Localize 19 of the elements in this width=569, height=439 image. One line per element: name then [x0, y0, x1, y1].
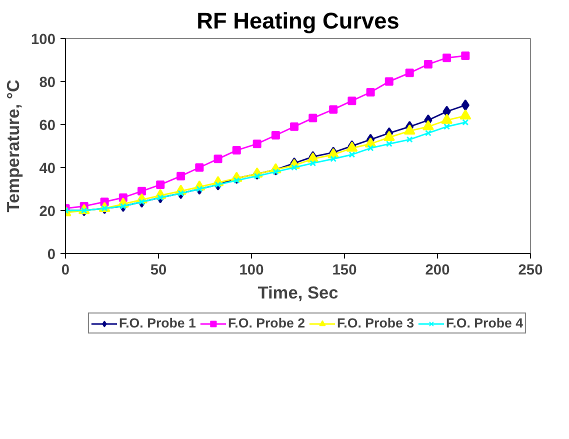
y-axis-title: Temperature, °C	[3, 79, 24, 212]
legend-label: F.O. Probe 2	[228, 316, 305, 330]
x-tick-label: 0	[61, 262, 70, 278]
chart-title: RF Heating Curves	[196, 8, 400, 34]
y-tick-label: 0	[47, 247, 56, 263]
y-tick-label: 40	[39, 161, 56, 177]
legend-label: F.O. Probe 1	[118, 316, 196, 330]
y-tick-label: 80	[39, 75, 56, 91]
x-tick-label: 250	[518, 262, 543, 278]
x-tick-label: 200	[425, 262, 450, 278]
x-tick-label: 100	[239, 262, 264, 278]
y-tick-label: 100	[31, 32, 56, 48]
x-axis-title: Time, Sec	[258, 282, 339, 302]
y-tick-label: 60	[39, 118, 56, 134]
legend-label: F.O. Probe 4	[446, 316, 524, 330]
x-tick-label: 150	[332, 262, 357, 278]
y-tick-label: 20	[39, 204, 56, 220]
x-tick-label: 50	[150, 262, 167, 278]
legend-label: F.O. Probe 3	[337, 316, 414, 330]
